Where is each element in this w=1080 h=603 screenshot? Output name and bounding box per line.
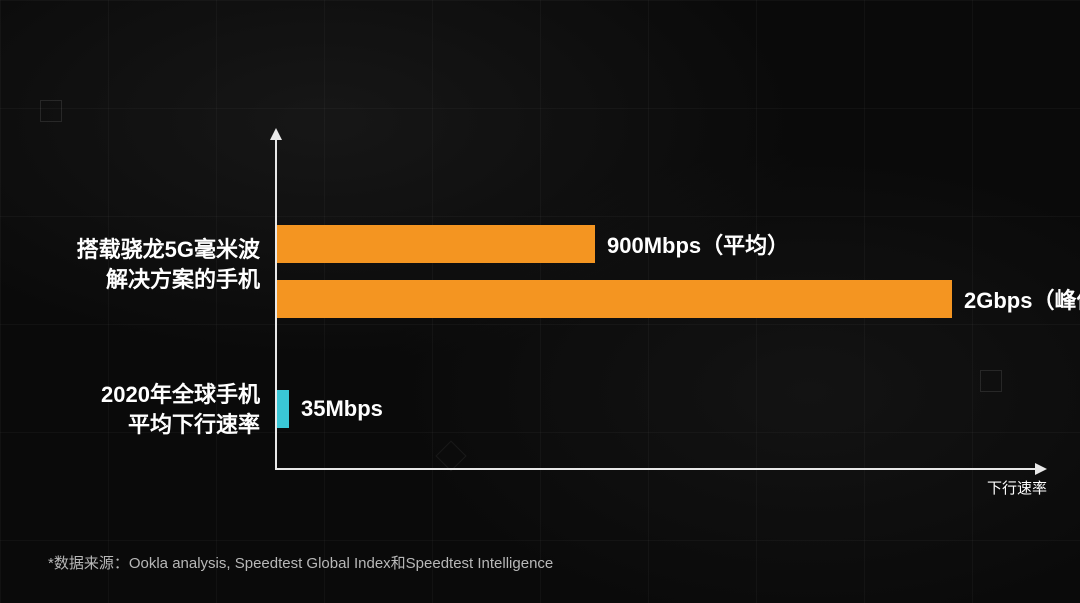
deco-mark xyxy=(40,100,62,122)
bar-row: 2Gbps（峰值） xyxy=(277,280,1080,318)
bar-value-label: 35Mbps xyxy=(301,396,383,422)
bar-chart: 下行速率 900Mbps（平均） 2Gbps（峰值） 35Mbps xyxy=(275,140,1035,470)
category-label-line: 平均下行速率 xyxy=(128,412,260,437)
x-axis-label: 下行速率 xyxy=(987,477,1047,498)
footnote: *数据来源：Ookla analysis, Speedtest Global I… xyxy=(48,552,553,573)
bar-value-label: 900Mbps（平均） xyxy=(607,228,789,260)
bar-row: 35Mbps xyxy=(277,390,383,428)
bar-global-avg xyxy=(277,390,289,428)
category-label-line: 2020年全球手机 xyxy=(101,382,260,407)
x-axis-arrow-icon xyxy=(1035,463,1047,475)
category-label-group2: 2020年全球手机 平均下行速率 xyxy=(101,380,260,439)
category-label-group1: 搭载骁龙5G毫米波 解决方案的手机 xyxy=(77,235,260,294)
x-axis xyxy=(275,468,1035,470)
category-label-line: 搭载骁龙5G毫米波 xyxy=(77,237,260,262)
category-label-line: 解决方案的手机 xyxy=(106,267,260,292)
y-axis-arrow-icon xyxy=(270,128,282,140)
bar-value-label: 2Gbps（峰值） xyxy=(964,283,1080,315)
bar-row: 900Mbps（平均） xyxy=(277,225,789,263)
bar-peak xyxy=(277,280,952,318)
bar-avg xyxy=(277,225,595,263)
